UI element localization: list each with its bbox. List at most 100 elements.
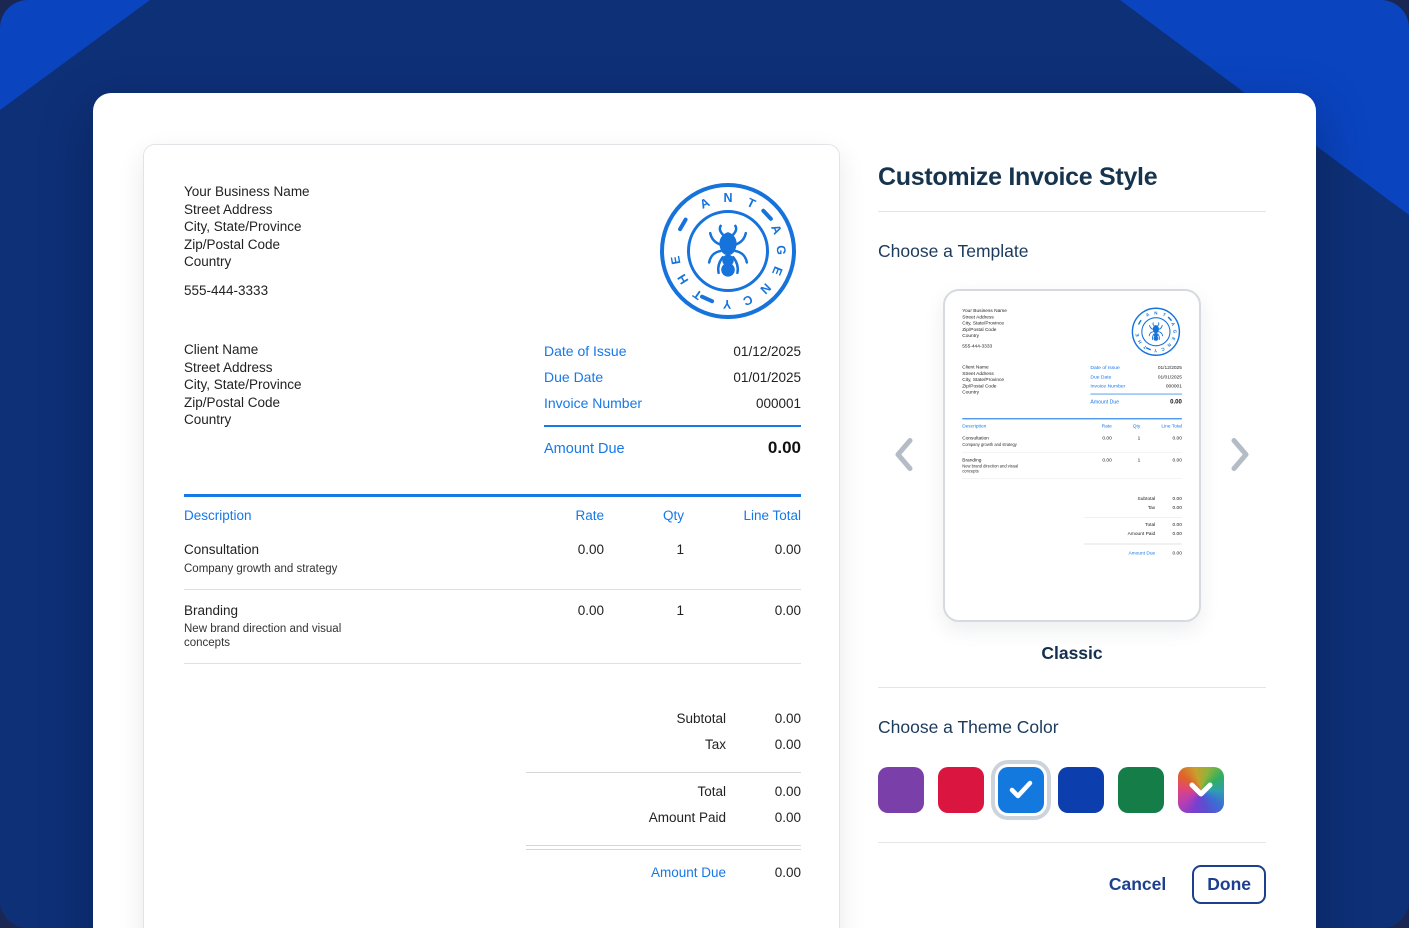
business-info: Your Business Name Street Address City, … — [184, 183, 310, 299]
total-value: 0.00 — [1172, 521, 1182, 527]
logo-letter: Y — [722, 296, 732, 312]
business-address-line: City, State/Province — [184, 219, 302, 234]
item-name: Consultation — [962, 435, 989, 441]
ant-icon — [707, 224, 749, 277]
column-header: Line Total — [1161, 423, 1182, 429]
cancel-button[interactable]: Cancel — [1108, 874, 1167, 894]
business-address-line: Street Address — [962, 314, 994, 320]
column-header: Rate — [1101, 423, 1112, 429]
table-header-row: Description Rate Qty Line Total — [962, 423, 1182, 431]
total-label: Total — [697, 784, 726, 799]
amount-due-value: 0.00 — [1170, 398, 1182, 406]
item-description: New brand direction and visual concepts — [184, 623, 342, 649]
table-row: Branding 0.00 1 0.00 New brand direction… — [184, 602, 801, 664]
amount-due-value: 0.00 — [1172, 550, 1182, 556]
table-top-rule — [962, 418, 1182, 420]
item-qty: 1 — [1137, 435, 1141, 441]
business-address-line: Zip/Postal Code — [962, 326, 997, 332]
logo-letter: E — [1134, 333, 1141, 337]
divider — [878, 211, 1266, 212]
amount-due-label: Amount Due — [1090, 399, 1120, 406]
divider — [184, 588, 801, 590]
table-row: Branding 0.00 1 0.00 New brand direction… — [962, 457, 1182, 479]
theme-color-blue-selected[interactable] — [998, 767, 1044, 813]
theme-color-purple[interactable] — [878, 767, 924, 813]
invoice-totals: Subtotal 0.00 Tax 0.00 Total 0.00 Amount… — [526, 710, 801, 890]
business-address-line: Zip/Postal Code — [184, 236, 281, 252]
item-description: Company growth and strategy — [962, 442, 1017, 447]
item-line-total: 0.00 — [774, 542, 801, 557]
divider — [544, 425, 801, 427]
ant-agency-logo: T H E A N T A G E N C Y — [660, 183, 796, 319]
meta-label: Invoice Number — [1090, 383, 1126, 389]
meta-label: Date of Issue — [1090, 364, 1120, 371]
total-value: 0.00 — [774, 810, 801, 825]
total-value: 0.00 — [1172, 530, 1182, 537]
theme-color-custom-rainbow[interactable] — [1178, 767, 1224, 813]
total-value: 0.00 — [1172, 504, 1182, 511]
divider — [1090, 393, 1182, 395]
item-qty: 1 — [1137, 456, 1141, 463]
logo-letter: G — [1172, 329, 1178, 334]
client-address-line: Zip/Postal Code — [184, 394, 281, 410]
total-value: 0.00 — [774, 737, 801, 752]
item-name: Branding — [184, 602, 239, 618]
meta-label: Due Date — [1090, 373, 1112, 380]
amount-paid-row: Amount Paid 0.00 — [526, 809, 801, 835]
meta-value: 01/01/2025 — [1157, 374, 1182, 380]
chevron-left-icon — [895, 437, 913, 471]
meta-value: 01/01/2025 — [733, 370, 801, 385]
amount-due-label: Amount Due — [544, 441, 625, 457]
invoice-preview: Your Business Name Street Address City, … — [144, 145, 839, 928]
amount-due-value: 0.00 — [767, 438, 801, 457]
logo-inner-ring — [1141, 317, 1171, 347]
client-address-line: Country — [184, 412, 232, 427]
meta-value: 000001 — [1165, 383, 1182, 389]
business-address-line: Street Address — [184, 201, 273, 217]
page-title: Customize Invoice Style — [878, 163, 1158, 191]
total-label: Amount Paid — [1127, 530, 1156, 537]
meta-value: 01/12/2025 — [1157, 364, 1182, 371]
business-info: Your Business Name Street Address City, … — [962, 308, 1007, 349]
done-button[interactable]: Done — [1192, 865, 1266, 904]
meta-label: Date of Issue — [544, 343, 627, 359]
ant-icon — [1148, 322, 1164, 341]
business-address-line: City, State/Province — [962, 320, 1005, 326]
template-carousel: Your Business Name Street Address City, … — [878, 289, 1266, 622]
template-thumbnail-classic[interactable]: Your Business Name Street Address City, … — [943, 289, 1201, 622]
selected-template-name: Classic — [1041, 643, 1103, 663]
meta-row: Date of Issue 01/12/2025 — [1090, 364, 1181, 373]
total-label: Subtotal — [1137, 495, 1156, 501]
table-row: Consultation 0.00 1 0.00 Company growth … — [962, 435, 1182, 453]
total-label: Subtotal — [676, 711, 726, 726]
client-address-line: City, State/Province — [184, 377, 302, 392]
client-name: Client Name — [962, 364, 989, 370]
previous-template-button[interactable] — [890, 433, 918, 478]
client-address-line: Zip/Postal Code — [962, 382, 997, 389]
divider — [878, 687, 1266, 688]
column-header: Description — [962, 423, 987, 429]
theme-color-red[interactable] — [938, 767, 984, 813]
ant-agency-logo: T H E A N T A G E N C Y — [1131, 307, 1181, 356]
column-header: Line Total — [743, 508, 801, 523]
theme-color-dark-blue[interactable] — [1058, 767, 1104, 813]
next-template-button[interactable] — [1226, 433, 1254, 478]
chevron-right-icon — [1231, 437, 1249, 471]
total-value: 0.00 — [774, 784, 801, 799]
client-address-line: Country — [962, 389, 980, 395]
check-icon — [1009, 780, 1033, 799]
amount-due-header-row: Amount Due 0.00 — [1090, 399, 1181, 406]
modal-actions: Cancel Done — [878, 842, 1266, 904]
theme-color-green[interactable] — [1118, 767, 1164, 813]
item-rate: 0.00 — [577, 542, 604, 557]
meta-label: Invoice Number — [544, 395, 643, 411]
table-header-row: Description Rate Qty Line Total — [184, 507, 801, 529]
line-items-table: Description Rate Qty Line Total Consulta… — [962, 423, 1182, 479]
logo-outer-ring — [1131, 307, 1181, 356]
item-name: Consultation — [184, 542, 260, 557]
amount-due-value: 0.00 — [774, 865, 801, 880]
subtotal-row: Subtotal 0.00 — [526, 710, 801, 736]
amount-due-label: Amount Due — [650, 865, 726, 880]
column-header: Description — [184, 508, 252, 523]
